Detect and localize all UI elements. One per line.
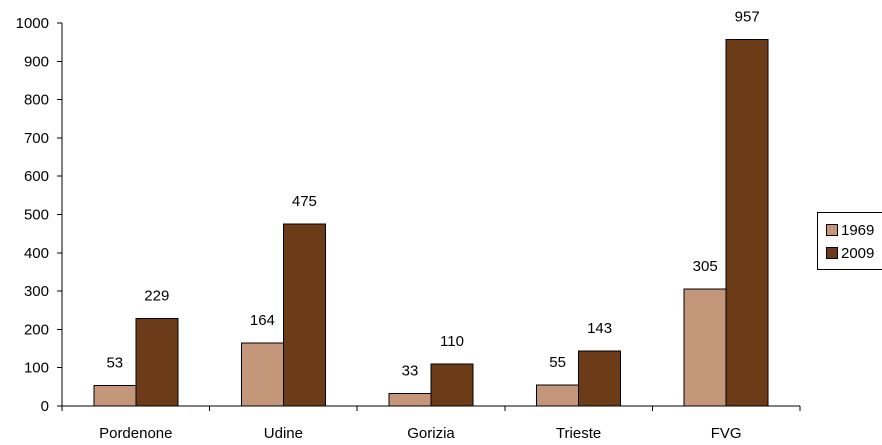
y-tick-label-300: 300: [24, 283, 49, 300]
data-label-trieste-1969: 55: [549, 354, 566, 371]
legend-swatch-1969: [826, 224, 838, 236]
legend-label-1969: 1969: [841, 221, 875, 239]
legend-label-2009: 2009: [841, 244, 875, 262]
x-tick-label-gorizia: Gorizia: [407, 425, 455, 442]
y-tick-label-600: 600: [24, 168, 49, 185]
x-tick-label-trieste: Trieste: [556, 425, 601, 442]
bar-fvg-2009: [725, 38, 769, 407]
data-label-fvg-1969: 305: [693, 258, 718, 275]
bar-gorizia-2009: [430, 363, 474, 407]
data-label-pordenone-1969: 53: [106, 355, 123, 372]
bar-udine-1969: [240, 342, 284, 407]
legend: 1969 2009: [817, 212, 882, 270]
x-tick-label-fvg: FVG: [711, 425, 742, 442]
x-tick-label-udine: Udine: [264, 425, 303, 442]
y-tick-label-700: 700: [24, 130, 49, 147]
y-tick-label-400: 400: [24, 245, 49, 262]
legend-swatch-2009: [826, 247, 838, 259]
data-label-udine-2009: 475: [292, 193, 317, 210]
bar-fvg-1969: [683, 288, 727, 407]
y-tick-label-1000: 1000: [16, 15, 49, 32]
legend-item-1969: 1969: [826, 221, 874, 239]
bar-pordenone-1969: [93, 385, 137, 407]
data-label-trieste-2009: 143: [587, 320, 612, 337]
x-tick-label-pordenone: Pordenone: [99, 425, 172, 442]
bar-udine-2009: [282, 223, 326, 407]
data-label-gorizia-2009: 110: [440, 333, 464, 350]
bar-trieste-1969: [536, 384, 580, 407]
y-tick-label-100: 100: [24, 360, 49, 377]
bar-pordenone-2009: [135, 317, 179, 407]
legend-item-2009: 2009: [826, 244, 874, 262]
data-label-udine-1969: 164: [250, 312, 275, 329]
bar-trieste-2009: [578, 350, 622, 407]
y-tick-label-900: 900: [24, 53, 49, 70]
y-tick-label-200: 200: [24, 321, 49, 338]
data-label-gorizia-1969: 33: [402, 362, 419, 379]
y-tick-label-500: 500: [24, 207, 49, 224]
y-tick-label-800: 800: [24, 92, 49, 109]
bar-gorizia-1969: [388, 392, 432, 407]
y-tick-label-0: 0: [41, 398, 49, 415]
data-label-pordenone-2009: 229: [144, 287, 169, 304]
data-label-fvg-2009: 957: [735, 8, 760, 25]
